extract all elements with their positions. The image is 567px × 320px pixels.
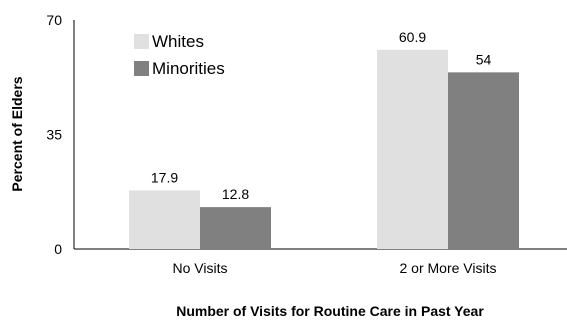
bar-whites-1 xyxy=(377,49,448,249)
bar-whites-0 xyxy=(129,190,200,249)
data-label: 12.8 xyxy=(222,186,249,202)
y-axis-title: Percent of Elders xyxy=(9,76,25,191)
legend-label-whites: Whites xyxy=(152,32,204,51)
y-tick-label: 0 xyxy=(54,241,62,257)
bar-minorities-1 xyxy=(448,72,519,249)
y-tick-label: 35 xyxy=(46,127,62,143)
data-label: 60.9 xyxy=(399,29,426,45)
data-label: 54 xyxy=(476,51,492,67)
legend-swatch-minorities xyxy=(134,61,149,76)
category-label: 2 or More Visits xyxy=(400,260,497,276)
category-labels: No Visits 2 or More Visits xyxy=(173,260,497,276)
legend: Whites Minorities xyxy=(134,32,225,78)
y-tick-labels: 0 35 70 xyxy=(46,12,62,257)
bars xyxy=(129,49,519,249)
data-labels: 17.9 12.8 60.9 54 xyxy=(151,29,492,202)
legend-label-minorities: Minorities xyxy=(152,59,225,78)
x-axis-title: Number of Visits for Routine Care in Pas… xyxy=(176,303,484,319)
data-label: 17.9 xyxy=(151,169,178,185)
category-label: No Visits xyxy=(173,260,228,276)
bar-minorities-0 xyxy=(200,207,271,249)
legend-swatch-whites xyxy=(134,34,149,49)
y-tick-label: 70 xyxy=(46,12,62,28)
